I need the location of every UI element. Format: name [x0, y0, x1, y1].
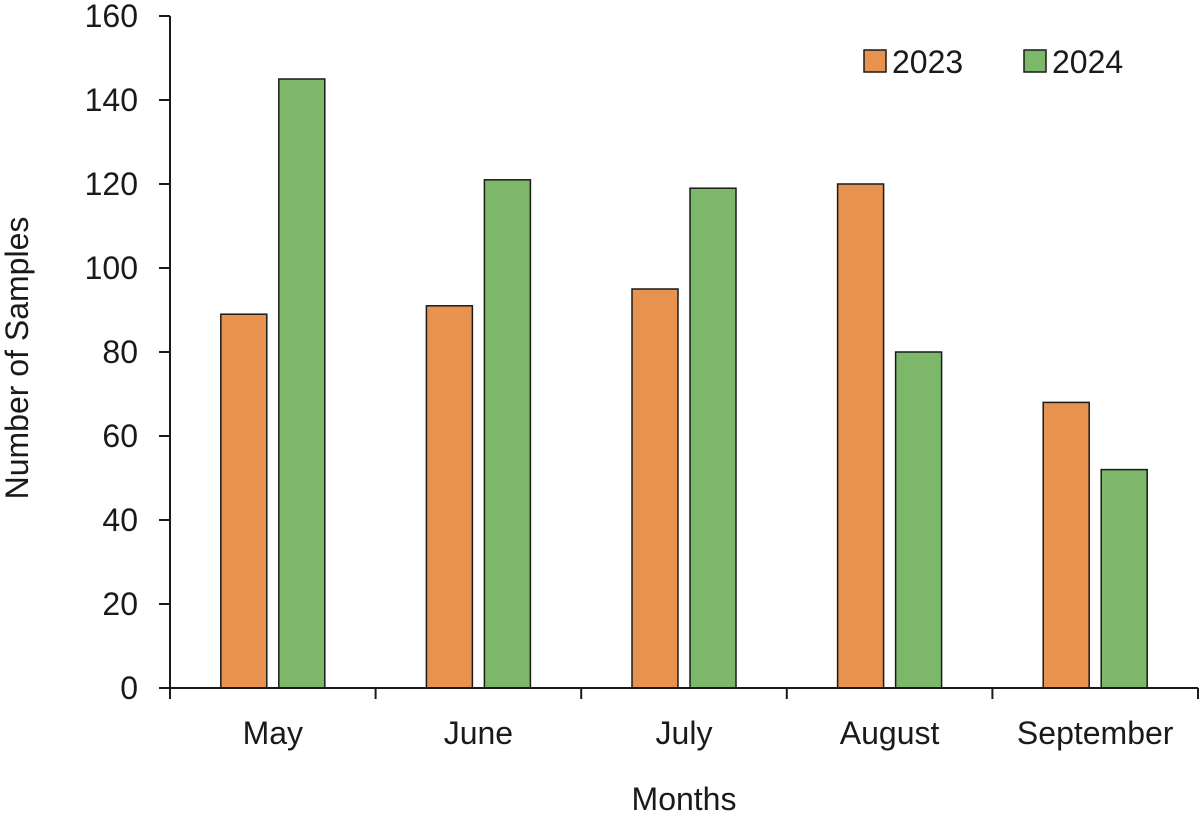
bar-2024-september [1100, 468, 1148, 689]
bar-2023-june [425, 305, 474, 689]
x-category-label: August [840, 715, 940, 751]
bar-2023-may [220, 313, 268, 689]
y-ticks: 0 20 40 60 80 100 120 140 160 [85, 0, 170, 706]
legend-label-2024: 2024 [1052, 44, 1123, 80]
x-ticks: May June July August September [169, 688, 1199, 751]
x-category-label: June [444, 715, 513, 751]
y-tick-label: 80 [102, 334, 138, 370]
legend-swatch-2023 [863, 49, 887, 73]
bar-2024-june [483, 179, 532, 689]
bar-2024-may [278, 78, 326, 689]
bar-2023-july [631, 288, 679, 689]
y-axis-title: Number of Samples [0, 217, 35, 500]
bar-2023-september [1042, 401, 1090, 689]
x-axis-title: Months [632, 781, 737, 813]
bar-2024-july [689, 187, 737, 689]
bar-2024-august [894, 351, 943, 689]
x-category-label: September [1017, 715, 1174, 751]
y-tick-label: 20 [102, 586, 138, 622]
legend-swatch-2024 [1023, 49, 1047, 73]
bar-2023-august [836, 183, 885, 689]
x-category-label: July [656, 715, 713, 751]
y-tick-label: 0 [120, 670, 138, 706]
y-tick-label: 40 [102, 502, 138, 538]
y-tick-label: 120 [85, 166, 138, 202]
bars-layer [220, 78, 1148, 689]
y-tick-label: 160 [85, 0, 138, 34]
legend-label-2023: 2023 [892, 44, 963, 80]
y-tick-label: 60 [102, 418, 138, 454]
legend: 2023 2024 [863, 44, 1123, 80]
y-tick-label: 140 [85, 82, 138, 118]
x-category-label: May [243, 715, 303, 751]
y-tick-label: 100 [85, 250, 138, 286]
